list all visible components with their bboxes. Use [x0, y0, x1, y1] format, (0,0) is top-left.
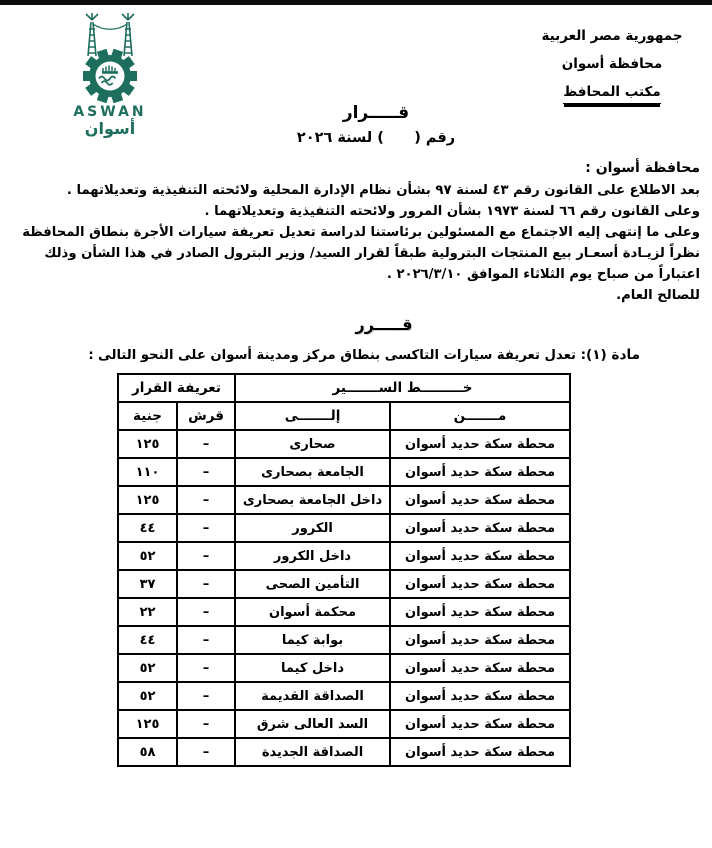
cell-pounds: ٢٢	[116, 597, 179, 627]
col-tariff-group: تعريفة القرار	[116, 373, 237, 403]
table-row: محطة سكة حديد أسوان بوابة كيما – ٤٤	[116, 625, 572, 655]
cell-to: الكرور	[234, 513, 392, 543]
preamble-line: للصالح العام.	[616, 288, 700, 303]
cell-from: محطة سكة حديد أسوان	[389, 597, 572, 627]
article-line: مادة (١): تعدل تعريفة سيارات التاكسى بنط…	[34, 347, 640, 363]
col-pounds: جنية	[116, 401, 179, 431]
cell-pounds: ٤٤	[116, 513, 179, 543]
cell-pounds: ٤٤	[116, 625, 179, 655]
table-row: محطة سكة حديد أسوان التأمين الصحى – ٣٧	[116, 569, 572, 599]
preamble-line: نظراً لزيـادة أسعـار بيع المنتجات البترو…	[44, 246, 700, 261]
governorate-name: محافظة أسوان	[561, 56, 663, 72]
cell-piasters: –	[176, 681, 237, 711]
cell-to: داخل الكرور	[234, 541, 392, 571]
logo-text-en: ASWAN	[73, 104, 147, 120]
cell-to: الجامعة بصحارى	[234, 457, 392, 487]
cell-pounds: ١١٠	[116, 457, 179, 487]
cell-pounds: ١٢٥	[116, 429, 179, 459]
cell-from: محطة سكة حديد أسوان	[389, 653, 572, 683]
cell-piasters: –	[176, 625, 237, 655]
cell-piasters: –	[176, 653, 237, 683]
cell-from: محطة سكة حديد أسوان	[389, 457, 572, 487]
cell-to: صحارى	[234, 429, 392, 459]
decree-title: قـــــرار	[342, 103, 410, 123]
table-row: محطة سكة حديد أسوان محكمة أسوان – ٢٢	[116, 597, 572, 627]
fare-table: خـــــــــط الســـــــير تعريفة القرار م…	[116, 373, 572, 767]
aswan-logo: ASWAN أسوان	[54, 12, 166, 138]
table-row: محطة سكة حديد أسوان الجامعة بصحارى – ١١٠	[116, 457, 572, 487]
table-row: محطة سكة حديد أسوان داخل الجامعة بصحارى …	[116, 485, 572, 515]
article-label: مادة (١):	[580, 347, 640, 363]
table-row: محطة سكة حديد أسوان الكرور – ٤٤	[116, 513, 572, 543]
preamble: محافظة أسوان : بعد الاطلاع على القانون ر…	[12, 157, 700, 306]
decided-heading: قـــــرر	[355, 315, 413, 334]
cell-to: داخل كيما	[234, 653, 392, 683]
preamble-line: بعد الاطلاع على القانون رقم ٤٣ لسنة ٩٧ ب…	[66, 183, 700, 198]
cell-piasters: –	[176, 541, 237, 571]
cell-from: محطة سكة حديد أسوان	[389, 513, 572, 543]
cell-from: محطة سكة حديد أسوان	[389, 485, 572, 515]
governor-office: مكتب المحافظ	[522, 78, 702, 106]
table-header-row: مـــــــن إلـــــــى قرش جنية	[116, 401, 572, 431]
cell-pounds: ٥٢	[116, 541, 179, 571]
table-row: محطة سكة حديد أسوان الصداقة الجديدة – ٥٨	[116, 737, 572, 767]
title-block: قـــــرار رقم ( ) لسنة ٢٠٢٦	[20, 103, 712, 146]
cell-to: داخل الجامعة بصحارى	[234, 485, 392, 515]
cell-from: محطة سكة حديد أسوان	[389, 709, 572, 739]
table-row: محطة سكة حديد أسوان داخل الكرور – ٥٢	[116, 541, 572, 571]
cell-piasters: –	[176, 485, 237, 515]
cell-to: الصداقة القديمة	[234, 681, 392, 711]
cell-to: بوابة كيما	[234, 625, 392, 655]
cell-pounds: ١٢٥	[116, 709, 179, 739]
preamble-line: وعلى القانون رقم ٦٦ لسنة ١٩٧٣ بشأن المرو…	[204, 204, 700, 219]
cell-to: محكمة أسوان	[234, 597, 392, 627]
cell-pounds: ٥٨	[116, 737, 179, 767]
cell-piasters: –	[176, 429, 237, 459]
table-group-header-row: خـــــــــط الســـــــير تعريفة القرار	[116, 373, 572, 403]
logo-text-ar: أسوان	[84, 119, 136, 138]
cell-pounds: ٣٧	[116, 569, 179, 599]
col-from: مـــــــن	[389, 401, 572, 431]
cell-pounds: ٥٢	[116, 653, 179, 683]
cell-from: محطة سكة حديد أسوان	[389, 429, 572, 459]
col-to: إلـــــــى	[234, 401, 392, 431]
cell-from: محطة سكة حديد أسوان	[389, 541, 572, 571]
preamble-line: اعتباراً من صباح يوم الثلاثاء الموافق ٢٠…	[386, 267, 700, 282]
governor-office-label: مكتب المحافظ	[563, 84, 661, 104]
government-header: جمهورية مصر العربية محافظة أسوان مكتب ال…	[522, 22, 702, 106]
cell-piasters: –	[176, 737, 237, 767]
col-route-group: خـــــــــط الســـــــير	[234, 373, 572, 403]
cell-from: محطة سكة حديد أسوان	[389, 737, 572, 767]
cell-pounds: ١٢٥	[116, 485, 179, 515]
table-row: محطة سكة حديد أسوان داخل كيما – ٥٢	[116, 653, 572, 683]
preamble-line: وعلى ما إنتهى إليه الاجتماع مع المسئولين…	[22, 225, 700, 240]
table-row: محطة سكة حديد أسوان صحارى – ١٢٥	[116, 429, 572, 459]
cell-piasters: –	[176, 513, 237, 543]
article-text: تعدل تعريفة سيارات التاكسى بنطاق مركز وم…	[88, 348, 581, 363]
cell-to: الصداقة الجديدة	[234, 737, 392, 767]
table-row: محطة سكة حديد أسوان السد العالى شرق – ١٢…	[116, 709, 572, 739]
country-name: جمهورية مصر العربية	[541, 28, 683, 44]
cell-piasters: –	[176, 709, 237, 739]
cell-to: التأمين الصحى	[234, 569, 392, 599]
scan-top-edge	[0, 0, 712, 5]
aswan-emblem-icon	[83, 13, 137, 104]
cell-from: محطة سكة حديد أسوان	[389, 625, 572, 655]
col-piasters: قرش	[176, 401, 237, 431]
decree-number-line: رقم ( ) لسنة ٢٠٢٦	[296, 130, 456, 146]
cell-piasters: –	[176, 457, 237, 487]
table-row: محطة سكة حديد أسوان الصداقة القديمة – ٥٢	[116, 681, 572, 711]
cell-piasters: –	[176, 569, 237, 599]
cell-from: محطة سكة حديد أسوان	[389, 681, 572, 711]
salutation: محافظة أسوان :	[585, 160, 700, 176]
cell-from: محطة سكة حديد أسوان	[389, 569, 572, 599]
cell-piasters: –	[176, 597, 237, 627]
cell-to: السد العالى شرق	[234, 709, 392, 739]
cell-pounds: ٥٢	[116, 681, 179, 711]
